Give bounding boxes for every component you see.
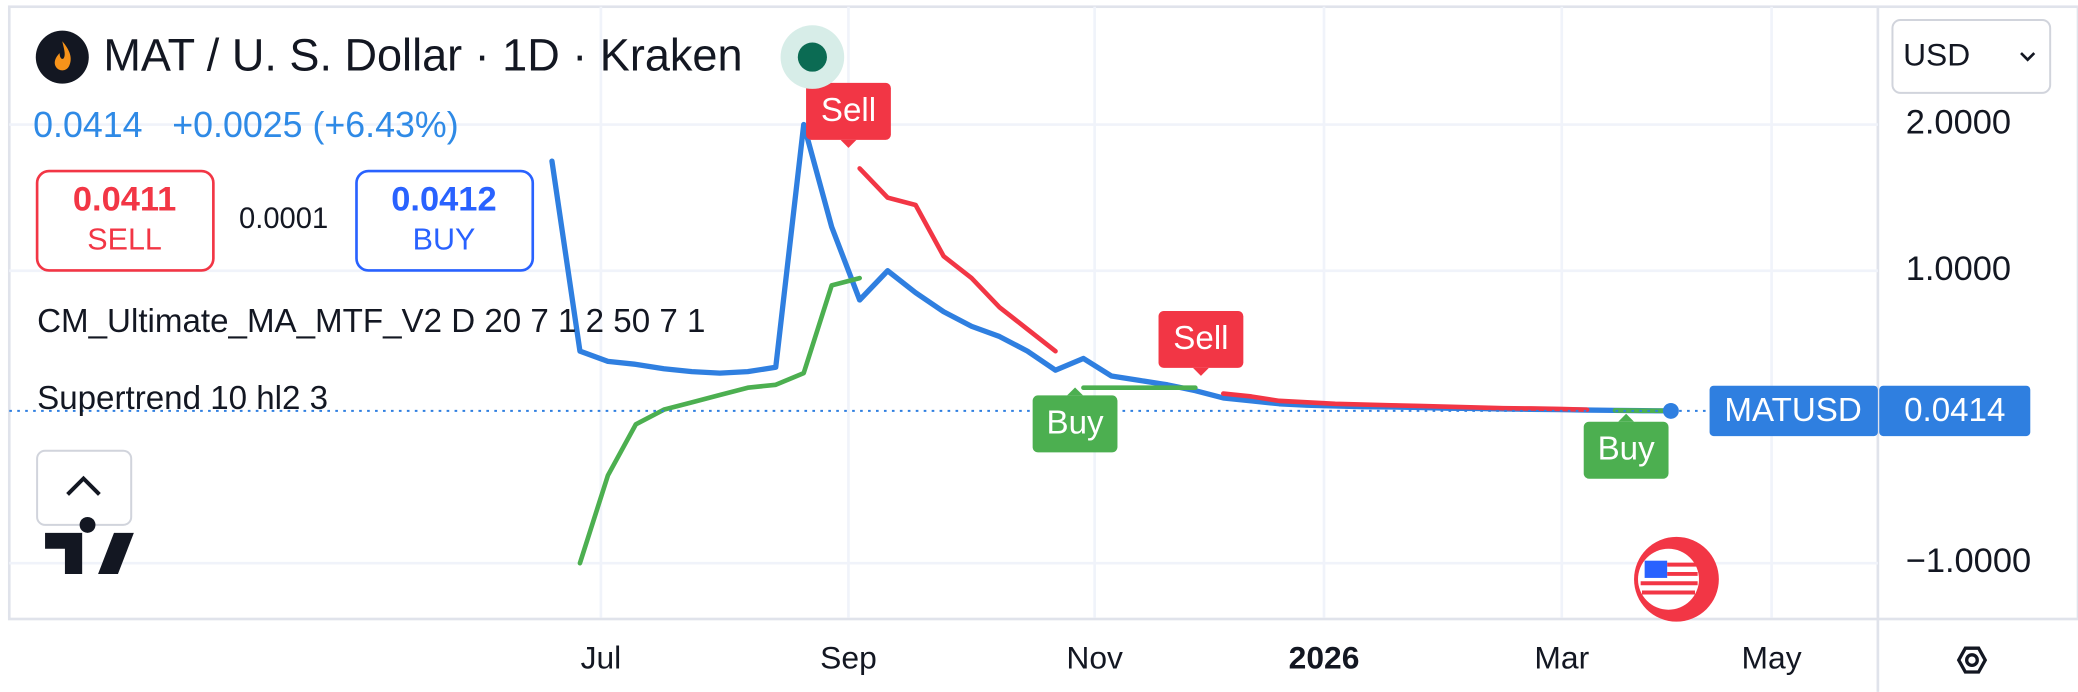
symbol-tag	[1709, 385, 1878, 437]
sell-price: 0.0411	[73, 181, 176, 219]
buy-button[interactable]	[355, 169, 535, 272]
sell-label: SELL	[87, 222, 162, 256]
buy-price: 0.0412	[391, 181, 496, 219]
indicator-label[interactable]: CM_Ultimate_MA_MTF_V2 D 20 7 1 2 50 7 1	[37, 303, 705, 340]
y-tick-label: −1.0000	[1906, 542, 2031, 580]
symbol-tag-label: MATUSD	[1724, 392, 1861, 429]
signal-pointer	[1067, 387, 1084, 396]
currency-select[interactable]	[1891, 18, 2052, 94]
settings-icon[interactable]	[1956, 646, 1988, 674]
y-tick-label: 2.0000	[1906, 104, 2011, 142]
y-tick-label: 1.0000	[1906, 250, 2011, 288]
flag-canton	[1644, 560, 1668, 578]
plot: Sell Buy Sell Buy	[9, 82, 1878, 566]
x-tick-label: Sep	[820, 639, 877, 675]
coin-flame	[54, 41, 71, 71]
signal-pointer	[840, 139, 857, 148]
signal-label: Buy	[1598, 431, 1656, 468]
currency: USD	[1903, 37, 1970, 73]
grid	[9, 6, 1878, 618]
signal-pointer	[1192, 367, 1209, 376]
flag-stripes	[1640, 562, 1698, 595]
supertrend-line	[1220, 391, 1590, 412]
dropdown-caret	[2020, 52, 2036, 62]
signal-label-box	[806, 82, 891, 140]
signal-label: Buy	[1047, 404, 1105, 441]
price-tag-label: 0.0414	[1904, 392, 2005, 429]
collapse-button[interactable]	[36, 449, 133, 526]
signal-pointer	[1618, 413, 1635, 422]
price-change: +0.0025 (+6.43%)	[172, 105, 458, 145]
last-price-dot	[1662, 402, 1679, 419]
price-tag	[1879, 385, 2031, 437]
market-status-dot	[797, 42, 827, 72]
spread: 0.0001	[239, 203, 328, 235]
x-tick-label: Nov	[1066, 639, 1123, 675]
indicator-label[interactable]: Supertrend 10 hl2 3	[37, 380, 328, 417]
frame	[7, 5, 2078, 621]
signal-label-box	[1158, 310, 1244, 368]
signal-label: Sell	[821, 92, 876, 129]
settings-icon-center	[1965, 653, 1979, 668]
supertrend-line	[857, 166, 1058, 354]
buy-label: BUY	[413, 222, 476, 256]
flag-badge-inner	[1638, 548, 1699, 610]
x-tick-label: 2026	[1289, 639, 1360, 675]
signal-label-box	[1032, 395, 1118, 453]
supertrend-line	[577, 275, 862, 566]
symbol-title: MAT / U. S. Dollar · 1D · Kraken	[103, 29, 742, 80]
sell-button[interactable]	[35, 169, 215, 272]
signal-label-box	[1583, 421, 1669, 479]
last-price: 0.0414	[33, 105, 142, 145]
x-tick-label: Jul	[581, 639, 622, 675]
coin-icon	[35, 30, 89, 84]
chevron-up	[66, 475, 101, 496]
signal-label: Sell	[1173, 320, 1228, 357]
x-tick-label: May	[1742, 639, 1802, 675]
tv-logo[interactable]	[45, 516, 134, 574]
x-tick-label: Mar	[1534, 639, 1589, 675]
